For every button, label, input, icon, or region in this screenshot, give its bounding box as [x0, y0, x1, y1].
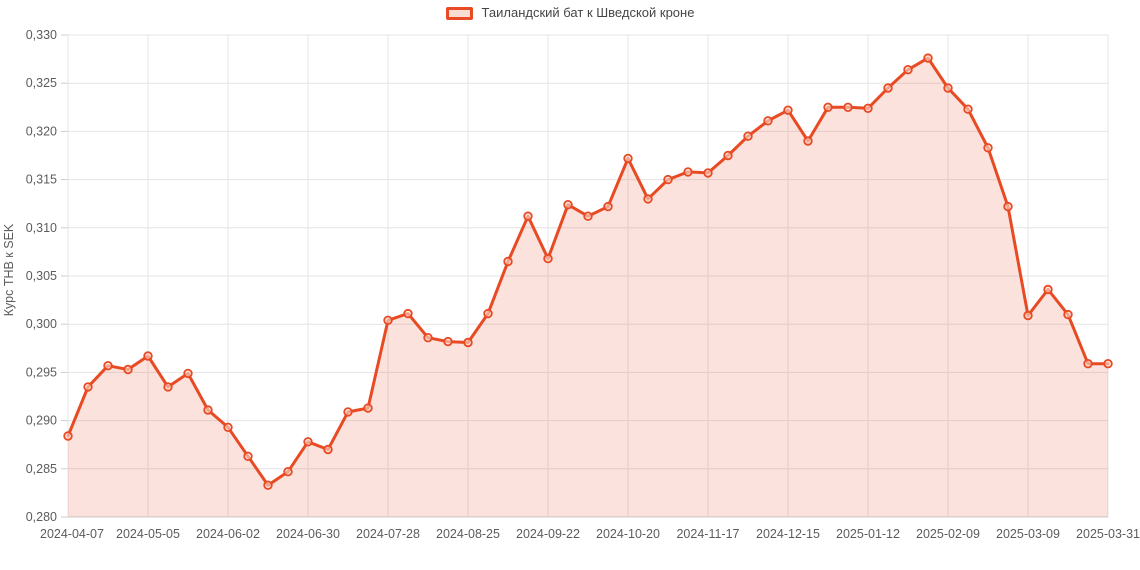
data-point-marker[interactable]	[603, 201, 613, 212]
data-point-marker[interactable]	[1103, 359, 1113, 369]
data-point-marker[interactable]	[363, 403, 373, 413]
data-point-marker[interactable]	[923, 53, 933, 63]
y-axis-tick-label: 0,325	[26, 76, 57, 90]
data-point-marker[interactable]	[243, 451, 253, 461]
data-point-marker[interactable]	[423, 333, 433, 343]
data-point-marker[interactable]	[763, 116, 773, 126]
data-point-marker[interactable]	[383, 315, 393, 325]
x-axis-tick-label: 2024-06-02	[196, 527, 260, 541]
data-point-marker[interactable]	[523, 211, 533, 221]
data-point-marker[interactable]	[863, 103, 873, 113]
data-point-marker[interactable]	[1023, 310, 1033, 321]
x-axis-tick-label: 2024-07-28	[356, 527, 420, 541]
data-point-marker[interactable]	[543, 253, 553, 264]
data-point-marker[interactable]	[663, 174, 673, 185]
y-axis-tick-label: 0,305	[26, 269, 57, 283]
data-point-marker[interactable]	[283, 467, 293, 477]
x-axis-tick-label: 2024-05-05	[116, 527, 180, 541]
data-point-marker[interactable]	[323, 444, 333, 455]
data-point-marker[interactable]	[963, 104, 973, 114]
data-point-marker[interactable]	[563, 199, 573, 210]
series-area-fill	[68, 58, 1108, 517]
y-axis-tick-label: 0,315	[26, 173, 57, 187]
y-axis-tick-label: 0,295	[26, 365, 57, 379]
y-axis-tick-label: 0,290	[26, 414, 57, 428]
data-point-marker[interactable]	[223, 422, 233, 432]
y-axis-tick-label: 0,300	[26, 317, 57, 331]
data-point-marker[interactable]	[63, 431, 73, 441]
y-axis-tick-label: 0,285	[26, 462, 57, 476]
series-layer	[63, 53, 1113, 517]
data-point-marker[interactable]	[183, 368, 193, 379]
data-point-marker[interactable]	[1083, 359, 1093, 369]
data-point-marker[interactable]	[343, 407, 353, 417]
data-point-marker[interactable]	[883, 83, 893, 93]
data-point-marker[interactable]	[1043, 284, 1053, 295]
data-point-marker[interactable]	[723, 150, 733, 161]
data-point-marker[interactable]	[143, 351, 153, 361]
data-point-marker[interactable]	[823, 102, 833, 112]
data-point-marker[interactable]	[643, 194, 653, 204]
data-point-marker[interactable]	[463, 337, 473, 348]
x-axis-tick-label: 2024-10-20	[596, 527, 660, 541]
data-point-marker[interactable]	[703, 168, 713, 178]
legend-item[interactable]: Таиландский бат к Шведской кроне	[0, 6, 1140, 20]
data-point-marker[interactable]	[203, 405, 213, 415]
x-axis-tick-label: 2024-06-30	[276, 527, 340, 541]
data-point-marker[interactable]	[803, 136, 813, 146]
x-axis-tick-label: 2025-02-09	[916, 527, 980, 541]
y-axis-tick-label: 0,280	[26, 510, 57, 524]
data-point-marker[interactable]	[1003, 201, 1013, 212]
data-point-marker[interactable]	[103, 361, 113, 371]
x-axis-tick-label: 2024-09-22	[516, 527, 580, 541]
data-point-marker[interactable]	[403, 308, 413, 319]
y-axis-title: Курс THB к SEK	[2, 223, 16, 316]
data-point-marker[interactable]	[903, 64, 913, 75]
y-axis-tick-label: 0,330	[26, 28, 57, 42]
x-axis-tick-label: 2025-01-12	[836, 527, 900, 541]
data-point-marker[interactable]	[443, 336, 453, 347]
data-point-marker[interactable]	[123, 364, 133, 375]
x-axis-tick-label: 2024-11-17	[676, 527, 739, 541]
data-point-marker[interactable]	[683, 167, 693, 177]
x-axis-tick-label: 2024-04-07	[40, 527, 104, 541]
data-point-marker[interactable]	[263, 480, 273, 490]
data-point-marker[interactable]	[843, 102, 853, 112]
x-axis-tick-label: 2025-03-31	[1076, 527, 1140, 541]
data-point-marker[interactable]	[983, 143, 993, 153]
data-point-marker[interactable]	[943, 83, 953, 93]
legend-series-label: Таиландский бат к Шведской кроне	[481, 5, 695, 20]
data-point-marker[interactable]	[1063, 309, 1073, 320]
x-axis-tick-label: 2024-12-15	[756, 527, 820, 541]
data-point-marker[interactable]	[163, 382, 173, 392]
data-point-marker[interactable]	[303, 437, 313, 447]
axis-label-layer: 0,280 0,285 0,290 0,295 0,300 0,305 0,310 0,315…	[26, 28, 1140, 541]
data-point-marker[interactable]	[783, 105, 793, 115]
data-point-marker[interactable]	[623, 153, 633, 164]
legend-series-swatch-icon	[445, 6, 473, 20]
y-axis-tick-label: 0,320	[26, 124, 57, 138]
data-point-marker[interactable]	[503, 256, 513, 267]
data-point-marker[interactable]	[743, 131, 753, 141]
data-point-marker[interactable]	[583, 211, 593, 221]
x-axis-tick-label: 2024-08-25	[436, 527, 500, 541]
x-axis-tick-label: 2025-03-09	[996, 527, 1060, 541]
data-point-marker[interactable]	[83, 382, 93, 392]
data-point-marker[interactable]	[483, 308, 493, 319]
y-axis-tick-label: 0,310	[26, 221, 57, 235]
